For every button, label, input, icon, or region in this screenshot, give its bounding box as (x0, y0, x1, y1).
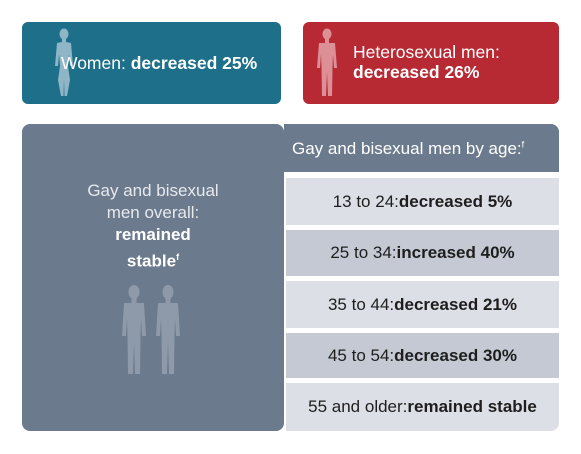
age-row-label: 45 to 54: (327, 345, 395, 365)
age-row-value: decreased 21% (394, 294, 518, 314)
by-age-header: Gay and bisexual men by age:f (284, 124, 559, 172)
age-row-value: decreased 30% (394, 345, 518, 365)
by-age-header-footnote: f (521, 139, 525, 150)
heterosexual-men-value: decreased 26% (353, 62, 480, 82)
male-figure-icon (317, 28, 337, 96)
age-row: 55 and older: remained stable (286, 383, 559, 431)
heterosexual-men-card: Heterosexual men: decreased 26% (303, 22, 559, 104)
age-row-label: 25 to 34: (330, 243, 397, 262)
age-row: 25 to 34: increased 40% (286, 230, 559, 276)
two-male-figures-icon (122, 285, 180, 374)
women-label: Women: (61, 53, 131, 73)
female-figure-icon (55, 28, 73, 96)
age-row-value: remained stable (407, 397, 537, 416)
by-age-header-text: Gay and bisexual men by age: (292, 139, 522, 158)
age-row-value: decreased 5% (398, 191, 513, 211)
gbm-overall-value1: remained (115, 225, 191, 244)
heterosexual-men-label: Heterosexual men: (353, 42, 500, 62)
gbm-overall-value2: stable (126, 251, 177, 271)
age-row: 35 to 44: decreased 21% (286, 281, 559, 328)
women-card: Women: decreased 25% (22, 22, 281, 104)
gbm-overall-card: Gay and bisexual men overall: remained s… (22, 124, 284, 431)
age-row: 13 to 24: decreased 5% (286, 178, 559, 225)
age-row-value: increased 40% (396, 243, 515, 262)
women-value: decreased 25% (130, 53, 258, 73)
age-row-label: 13 to 24: (332, 191, 399, 211)
gbm-overall-footnote: f (176, 252, 180, 262)
age-row-label: 55 and older: (308, 397, 408, 416)
age-row: 45 to 54: decreased 30% (286, 333, 559, 378)
gbm-overall-line2: men overall: (106, 203, 200, 222)
age-row-label: 35 to 44: (327, 294, 395, 314)
gbm-overall-line1: Gay and bisexual (87, 181, 219, 200)
